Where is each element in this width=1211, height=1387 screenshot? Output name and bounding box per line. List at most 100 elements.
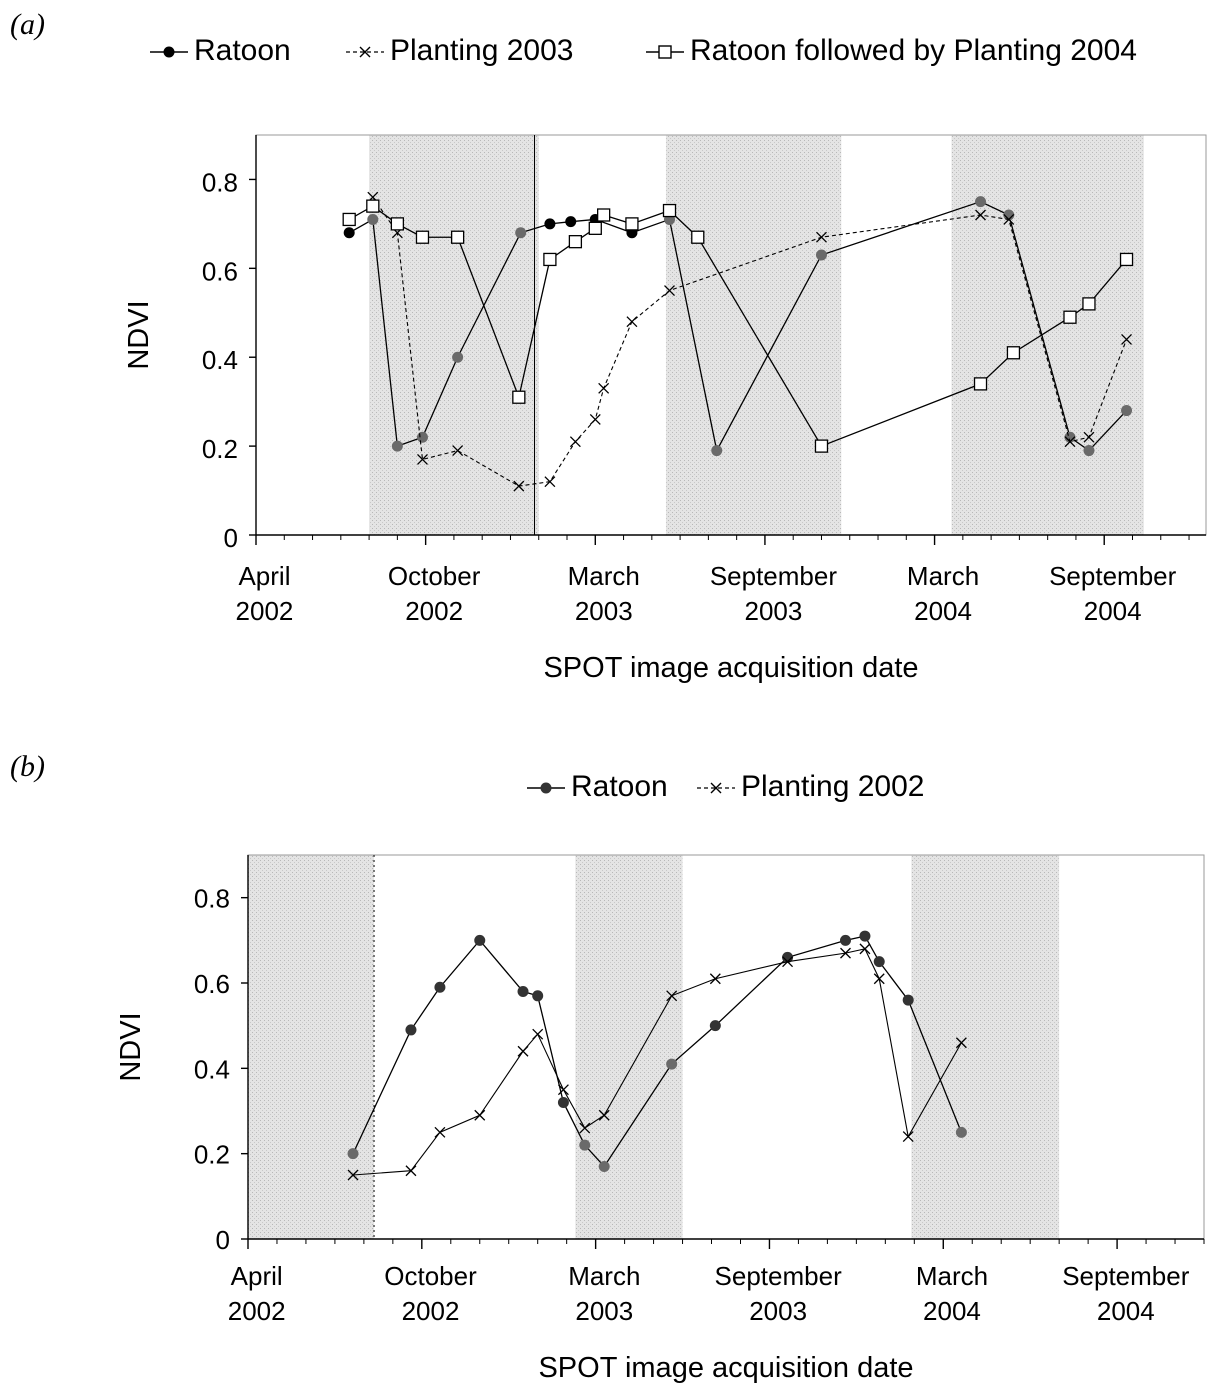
data-point [662,203,677,218]
data-point [1121,333,1132,345]
legend-label: Ratoon followed by Planting 2004 [690,34,1137,67]
x-tick-label-month: March [916,1261,988,1291]
panel-a-label: (a) [10,8,45,41]
data-point [815,249,827,261]
data-point [1003,209,1015,221]
data-point [709,1020,721,1032]
x-tick-label-month: April [238,561,290,591]
shaded-period-band [575,855,683,1239]
panel-b-legend: Ratoon Planting 2002 [527,768,1027,808]
data-point [415,230,430,244]
data-point [417,453,428,465]
x-tick-label-year: 2002 [405,596,463,626]
chart-panel-b: 0 0.2 0.4 0.6 0.8 April 2002 October 2002 March 20… [115,854,1205,1384]
y-tick-label: 0.6 [194,969,230,999]
shaded-period-band [248,855,375,1239]
x-tick-label-year: 2003 [575,596,633,626]
data-point [390,217,405,231]
shaded-period-band [951,135,1144,535]
x-tick-label-year: 2003 [749,1296,807,1326]
data-point [515,227,527,239]
data-point [568,235,583,249]
y-tick-label: 0 [216,1225,230,1255]
y-tick-label: 0.8 [202,167,238,197]
x-tick-label-year: 2003 [575,1296,633,1326]
plot-area-frame [247,854,1205,1240]
x-tick-label-year: 2004 [923,1296,981,1326]
data-point [816,231,827,243]
data-point [544,218,556,230]
data-point [859,943,871,955]
x-tick-label-month: March [907,561,979,591]
data-point [474,934,486,946]
cross-marker-icon [346,46,384,58]
x-axis-title: SPOT image acquisition date [538,1352,913,1384]
data-point [434,1126,446,1138]
data-point [366,199,380,213]
x-tick-label-year: 2002 [402,1296,460,1326]
data-point [434,981,446,993]
y-tick-label: 0.4 [202,345,238,375]
data-point [1003,213,1015,225]
data-point [557,1084,569,1096]
data-point [597,208,611,222]
data-point [569,436,581,448]
data-point [589,413,601,425]
data-point [598,1160,610,1172]
data-point [859,930,871,942]
data-point [579,1139,591,1151]
panel-b-label: (b) [10,750,45,783]
data-point [598,382,610,394]
data-point [544,476,556,488]
data-point [840,947,851,959]
x-tick-label-year: 2004 [1084,596,1142,626]
x-tick-label-month: September [1049,561,1177,591]
data-point [1083,431,1095,443]
data-point [347,1169,359,1181]
x-tick-label-year: 2004 [1097,1296,1155,1326]
legend-label: Planting 2003 [390,34,574,67]
data-point [512,390,526,404]
data-point [450,230,465,244]
data-point [902,1131,914,1143]
data-point [342,212,356,227]
data-point [517,1045,529,1057]
data-point [664,285,675,297]
data-point [782,956,794,968]
y-tick-label: 0.2 [202,434,238,464]
data-point [1083,445,1095,457]
y-tick-label: 0.8 [194,884,230,914]
y-axis-title: NDVI [115,1012,147,1081]
data-point [416,431,428,443]
y-tick-label: 0.2 [194,1140,230,1170]
data-point [367,213,379,225]
data-point [391,440,403,452]
data-point [975,196,987,208]
data-point [517,986,529,998]
shaded-period-band [369,135,539,535]
data-point [598,1109,610,1121]
data-point [347,1148,359,1160]
x-tick-label-month: September [1062,1261,1190,1291]
data-point [711,445,723,457]
data-point [709,973,721,985]
data-point [902,994,914,1006]
x-tick-label-year: 2004 [914,596,972,626]
data-point [1121,405,1133,417]
x-tick-label-year: 2002 [228,1296,286,1326]
x-tick-label-month: October [384,1261,477,1291]
data-point [973,377,988,391]
x-tick-label-month: October [388,561,481,591]
data-point [873,956,885,968]
data-point [405,1165,417,1177]
x-tick-label-year: 2003 [744,596,802,626]
chart-panel-a: 0 0.2 0.4 0.6 0.8 April 2002 October 2002 March 20… [123,134,1207,684]
shaded-period-band [665,135,842,535]
panel-a-legend: Ratoon Planting 2003 Ratoon followed by … [150,32,1210,72]
data-point [782,951,794,963]
data-point [1064,431,1076,443]
x-tick-label-month: March [568,561,640,591]
data-point [1063,310,1077,324]
data-point [625,217,639,231]
y-tick-label: 0 [224,523,238,553]
